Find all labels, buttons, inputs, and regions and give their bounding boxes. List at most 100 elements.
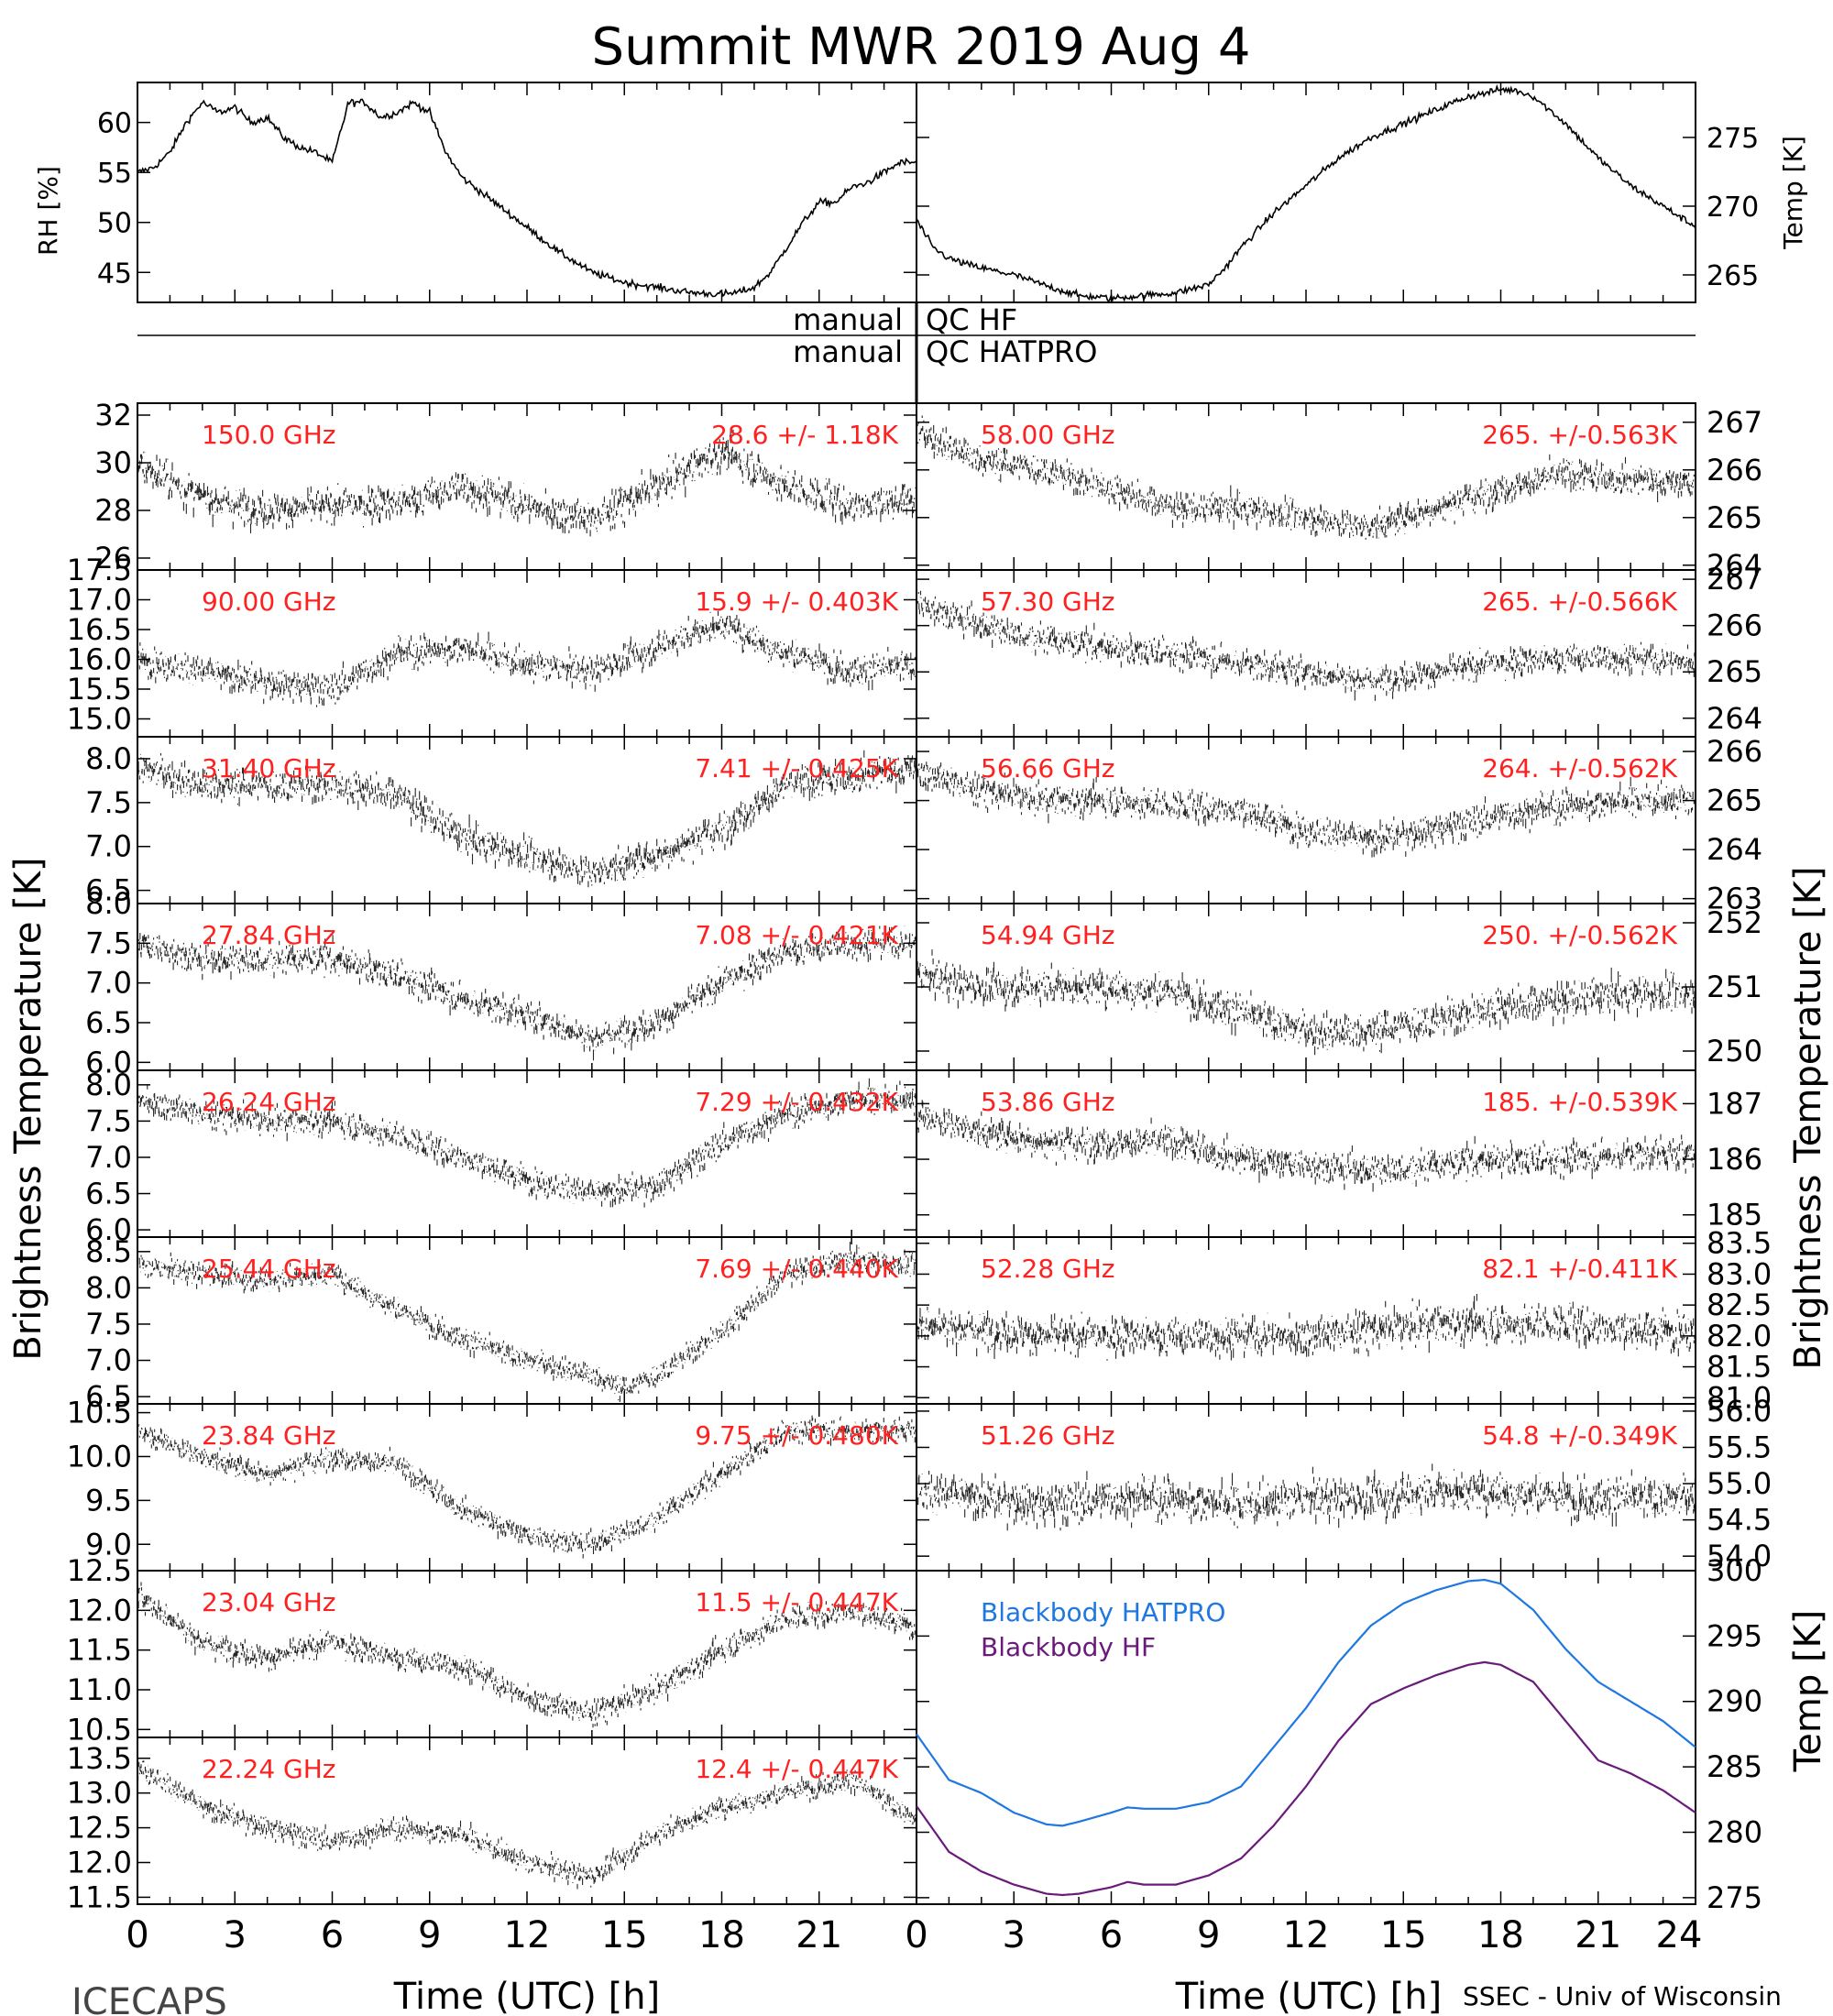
series-points-l2544 [137, 1242, 916, 1402]
qc-line2-right: QC HATPRO [926, 334, 1097, 369]
channel-label: 27.84 GHz [202, 920, 336, 950]
y-tick-label: 50 [97, 208, 132, 240]
y-tick-label: 7.5 [85, 926, 132, 960]
y-tick-label: 186 [1707, 1142, 1762, 1177]
y-tick-label: 290 [1707, 1684, 1762, 1719]
y-tick-label: 9.5 [85, 1483, 132, 1517]
channel-stat: 82.1 +/-0.411K [1482, 1254, 1677, 1284]
y-tick-label: 264 [1707, 832, 1762, 867]
channel-label: 23.04 GHz [202, 1587, 336, 1617]
panel-rh: 45 50 55 60 [97, 82, 917, 303]
chart-title: Summit MWR 2019 Aug 4 [592, 17, 1251, 77]
panel-l90: 15.015.516.016.517.017.5 90.00 GHz 15.9 +/… [67, 553, 917, 738]
y-tick-label: 11.5 [67, 1633, 132, 1668]
x-tick-label: 0 [126, 1914, 148, 1956]
series-points-l3140 [137, 750, 916, 888]
qc-line2-left: manual [793, 334, 903, 369]
channel-stat: 250. +/-0.562K [1482, 920, 1677, 950]
channel-stat: 28.6 +/- 1.18K [711, 420, 898, 450]
panel-l150: 26 28 30 32 150.0 GHz 28.6 +/- 1.18K [94, 398, 917, 575]
y-tick-label: 252 [1707, 905, 1762, 940]
qc-section: manual QC HF manual QC HATPRO [137, 302, 1696, 403]
channel-label: 25.44 GHz [202, 1254, 336, 1284]
panel-r5494: 250 251 252 54.94 GHz 250. +/-0.562K [916, 903, 1762, 1071]
channel-stat: 9.75 +/- 0.480K [695, 1420, 898, 1451]
footer-right: SSEC - Univ of Wisconsin [1463, 1981, 1782, 2011]
qc-line1-right: QC HF [926, 302, 1017, 337]
y-tick-label: 8.5 [85, 1234, 132, 1269]
y-tick-label: 267 [1707, 562, 1762, 597]
y-tick-label: 7.5 [85, 1103, 132, 1138]
channel-stat: 11.5 +/- 0.447K [695, 1587, 898, 1617]
series-line-hf [916, 1660, 1696, 1897]
y-tick-label: 265 [1707, 783, 1762, 818]
y-tick-label: 17.5 [67, 553, 132, 587]
y-tick-label: 10.5 [67, 1712, 132, 1747]
series-points-r5666 [916, 761, 1696, 858]
y-tick-label: 13.5 [67, 1741, 132, 1776]
y-tick-label: 6.0 [85, 1212, 132, 1247]
qc-line1-left: manual [793, 302, 903, 337]
channel-stat: 7.69 +/- 0.440K [695, 1254, 898, 1284]
y-tick-label: 12.5 [67, 1811, 132, 1846]
channel-label: 90.00 GHz [202, 586, 336, 617]
y-tick-label: 15.5 [67, 672, 132, 707]
series-points-l90 [137, 610, 916, 707]
panel-l2224: 11.512.012.513.013.5 22.24 GHz 12.4 +/- 0.… [67, 1737, 917, 1914]
panel-temp: 265 270 275 [916, 82, 1759, 303]
channel-label: 53.86 GHz [981, 1087, 1115, 1117]
y-tick-label: 81.0 [1707, 1380, 1772, 1415]
y-tick-label: 15.0 [67, 702, 132, 737]
channel-stat: 12.4 +/- 0.447K [695, 1754, 898, 1784]
panel-r5126: 54.054.555.055.556.0 51.26 GHz 54.8 +/-0.3… [916, 1394, 1772, 1573]
y-tick-label: 7.0 [85, 966, 132, 1001]
y-tick-label: 7.5 [85, 1307, 132, 1342]
y-tick-label: 17.0 [67, 583, 132, 618]
x-tick-label: 9 [1197, 1914, 1220, 1956]
y-tick-label: 251 [1707, 970, 1762, 1004]
y-tick-label: 300 [1707, 1553, 1762, 1588]
panel-r5386: 185 186 187 53.86 GHz 185. +/-0.539K [916, 1069, 1762, 1238]
series-points-r5228 [916, 1294, 1696, 1361]
x-tick-label: 6 [1100, 1914, 1123, 1956]
y-tick-label: 56.0 [1707, 1394, 1772, 1429]
y-tick-label: 12.0 [67, 1593, 132, 1627]
x-tick-label: 21 [1575, 1914, 1621, 1956]
y-tick-label: 280 [1707, 1814, 1762, 1849]
panel-l2624: 6.06.57.07.58.0 26.24 GHz 7.29 +/- 0.432K [85, 1068, 917, 1247]
channel-stat: 264. +/-0.562K [1482, 753, 1677, 783]
x-tick-label: 6 [321, 1914, 344, 1956]
x-tick-label: 18 [698, 1914, 745, 1956]
y-tick-label: 12.0 [67, 1846, 132, 1880]
panel-r5228: 81.081.582.082.583.083.5 52.28 GHz 82.1 +/… [916, 1226, 1772, 1415]
x-tick-label: 9 [418, 1914, 441, 1956]
y-tick-label: 250 [1707, 1034, 1762, 1068]
y-tick-label: 270 [1707, 192, 1759, 224]
y-tick-label: 10.5 [67, 1396, 132, 1430]
series-line-rh [137, 98, 916, 299]
x-tick-label: 21 [796, 1914, 842, 1956]
legend-entry: Blackbody HF [981, 1632, 1156, 1662]
y-tick-label: 10.0 [67, 1439, 132, 1474]
x-tick-label: 12 [504, 1914, 551, 1956]
y-tick-label: 266 [1707, 608, 1762, 643]
channel-label: 23.84 GHz [202, 1420, 336, 1451]
bb-ylabel: Temp [K] [1787, 1610, 1829, 1773]
panel-l2304: 10.5 11.0 11.5 12.0 12.5 23.04 GHz 11.5 +/- 0.… [67, 1553, 917, 1747]
y-tick-label: 32 [94, 398, 132, 433]
y-tick-label: 265 [1707, 260, 1759, 292]
y-tick-label: 7.0 [85, 1343, 132, 1378]
left-ylabel: Brightness Temperature [K] [7, 857, 49, 1360]
panel-frame [137, 82, 917, 303]
y-tick-label: 82.0 [1707, 1319, 1772, 1353]
series-points-r5126 [916, 1463, 1696, 1531]
y-tick-label: 275 [1707, 1880, 1762, 1915]
y-tick-label: 55.0 [1707, 1466, 1772, 1501]
panel-r5666: 263 264 265 266 56.66 GHz 264. +/-0.562K [916, 734, 1762, 916]
series-points-r5386 [916, 1100, 1696, 1192]
channel-stat: 15.9 +/- 0.403K [695, 586, 898, 617]
y-tick-label: 6.0 [85, 1045, 132, 1079]
y-tick-label: 82.5 [1707, 1287, 1772, 1322]
